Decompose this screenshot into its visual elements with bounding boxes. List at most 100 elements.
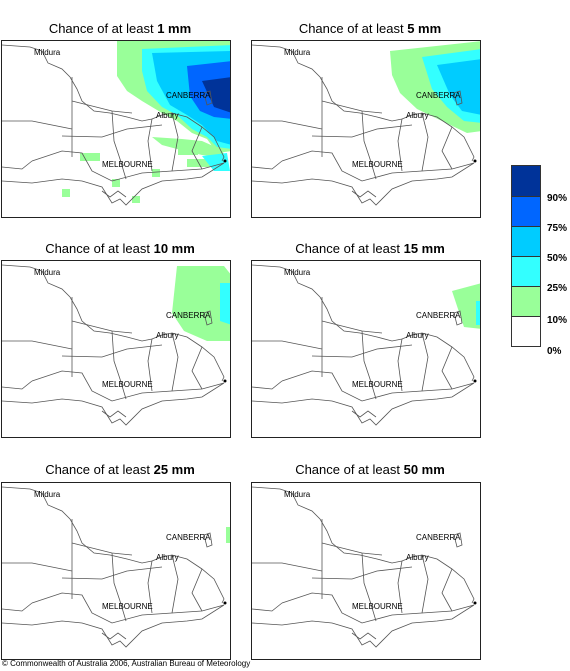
district-boundary — [2, 264, 225, 382]
district-boundary — [252, 162, 475, 206]
copyright-notice: © Commonwealth of Australia 2006, Austra… — [2, 659, 251, 668]
district-boundary — [2, 562, 73, 612]
place-label-melbourne: MELBOURNE — [102, 380, 153, 389]
probability-area — [152, 137, 227, 157]
act-boundary — [453, 310, 463, 326]
district-boundary — [252, 604, 475, 648]
place-label-melbourne: MELBOURNE — [102, 160, 153, 169]
district-boundary — [111, 552, 203, 622]
probability-area — [112, 179, 120, 187]
map-svg: Mildura CANBERRA Albury MELBOURNE — [252, 486, 477, 648]
district-boundary — [351, 410, 377, 418]
place-label-melbourne: MELBOURNE — [352, 160, 403, 169]
act-boundary — [453, 90, 463, 106]
panel-title-1mm: Chance of at least 1 mm — [48, 21, 192, 36]
district-boundary — [2, 486, 225, 604]
map-svg: Mildura CANBERRA Albury MELBOURNE — [2, 486, 230, 648]
probability-area — [132, 196, 140, 203]
district-boundary — [361, 110, 453, 180]
district-boundary — [31, 370, 225, 402]
place-label-canberra: CANBERRA — [416, 533, 461, 542]
place-label-melbourne: MELBOURNE — [352, 602, 403, 611]
district-boundary — [311, 542, 413, 580]
map-25mm: Mildura CANBERRA Albury MELBOURNE — [1, 482, 231, 660]
panel-title-10mm: Chance of at least 10 mm — [45, 241, 195, 256]
coast-marker — [473, 379, 477, 383]
place-label-mildura: Mildura — [284, 48, 311, 57]
place-label-canberra: CANBERRA — [166, 91, 211, 100]
district-boundary — [281, 150, 475, 182]
map-1mm: Mildura CANBERRA Albury MELBOURNE — [1, 40, 231, 218]
map-10mm: Mildura CANBERRA Albury MELBOURNE — [1, 260, 231, 438]
map-svg: Mildura CANBERRA Albury MELBOURNE — [252, 264, 480, 426]
district-boundary — [361, 552, 453, 622]
district-boundary — [281, 370, 475, 402]
legend-label-50: 50% — [547, 253, 568, 264]
district-boundary — [351, 632, 377, 640]
coast-marker — [473, 159, 477, 163]
probability-area — [202, 77, 230, 113]
map-50mm: Mildura CANBERRA Albury MELBOURNE — [251, 482, 481, 660]
place-label-canberra: CANBERRA — [416, 311, 461, 320]
district-boundary — [2, 604, 225, 648]
map-svg: Mildura CANBERRA Albury MELBOURNE — [2, 264, 230, 426]
district-boundary — [2, 340, 73, 390]
district-boundary — [252, 382, 475, 426]
district-boundary — [311, 320, 413, 358]
place-label-albury: Albury — [156, 553, 179, 562]
district-boundary — [2, 162, 225, 206]
place-label-albury: Albury — [156, 331, 179, 340]
district-boundary — [111, 110, 203, 180]
district-boundary — [351, 190, 377, 198]
legend-swatch-25 — [512, 256, 540, 286]
district-boundary — [252, 562, 323, 612]
probability-area — [172, 266, 230, 341]
panel-title-5mm: Chance of at least 5 mm — [298, 21, 442, 36]
district-boundary — [101, 632, 127, 640]
legend-color-scale — [511, 165, 541, 347]
place-label-canberra: CANBERRA — [166, 311, 211, 320]
place-label-mildura: Mildura — [284, 490, 311, 499]
district-boundary — [252, 264, 475, 382]
coast-marker — [473, 601, 477, 605]
legend-label-90: 90% — [547, 193, 568, 204]
place-label-mildura: Mildura — [34, 490, 61, 499]
district-boundary — [252, 486, 475, 604]
district-boundary — [61, 542, 163, 580]
probability-area — [152, 169, 160, 177]
place-label-albury: Albury — [406, 553, 429, 562]
district-boundary — [31, 150, 225, 182]
map-15mm: Mildura CANBERRA Albury MELBOURNE — [251, 260, 481, 438]
place-label-mildura: Mildura — [34, 268, 61, 277]
legend-label-25: 25% — [547, 283, 568, 294]
coast-marker — [223, 379, 227, 383]
place-label-mildura: Mildura — [284, 268, 311, 277]
legend-label-75: 75% — [547, 223, 568, 234]
district-boundary — [31, 592, 225, 624]
act-boundary — [203, 310, 213, 326]
probability-area — [437, 59, 480, 115]
place-label-albury: Albury — [406, 111, 429, 120]
district-boundary — [101, 410, 127, 418]
legend-label-10: 10% — [547, 315, 568, 326]
coast-marker — [223, 159, 227, 163]
district-boundary — [252, 44, 475, 162]
act-boundary — [453, 532, 463, 548]
district-boundary — [252, 120, 323, 170]
legend-swatch-50 — [512, 226, 540, 256]
district-boundary — [361, 330, 453, 400]
place-label-melbourne: MELBOURNE — [102, 602, 153, 611]
act-boundary — [203, 90, 213, 106]
map-svg: Mildura CANBERRA Albury MELBOURNE — [252, 41, 480, 206]
probability-area — [202, 153, 230, 171]
probability-area — [226, 527, 230, 543]
district-boundary — [2, 44, 225, 162]
district-boundary — [111, 330, 203, 400]
legend-swatch-10 — [512, 286, 540, 316]
act-boundary — [203, 532, 213, 548]
map-svg: Mildura CANBERRA Albury MELBOURNE — [2, 41, 230, 206]
probability-area — [220, 283, 230, 325]
map-5mm: Mildura CANBERRA Albury MELBOURNE — [251, 40, 481, 218]
district-boundary — [61, 100, 163, 138]
legend-swatch-0 — [512, 316, 540, 346]
